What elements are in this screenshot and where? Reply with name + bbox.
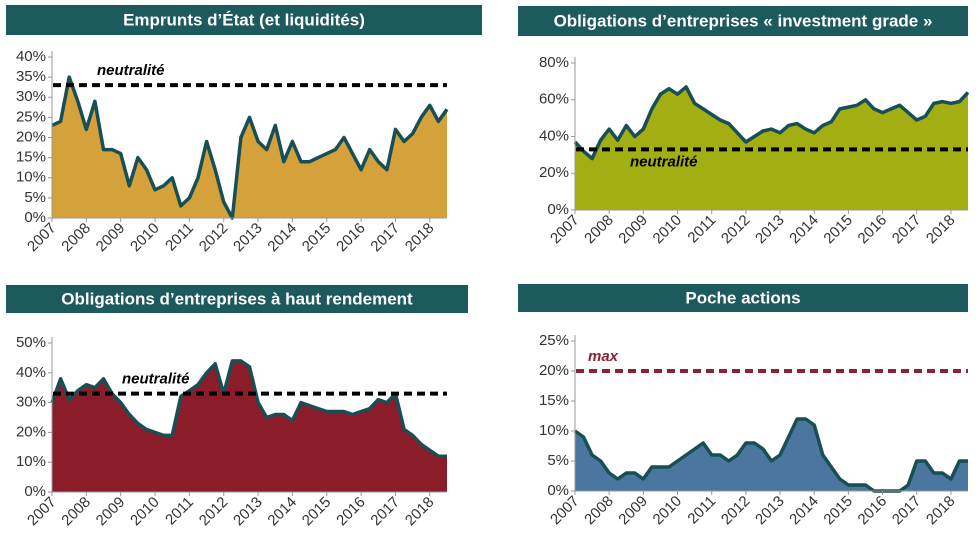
y-tick-label: 5%	[547, 452, 569, 469]
y-tick-label: 0%	[24, 209, 46, 226]
y-tick-label: 40%	[16, 48, 46, 65]
chart-title: Obligations d’entreprises « investment g…	[554, 11, 933, 30]
y-tick-label: 10%	[16, 453, 46, 470]
title-bar	[518, 6, 968, 36]
x-tick-label: 2010	[127, 494, 163, 530]
x-tick-label: 2011	[162, 494, 197, 529]
panel: Obligations d’entreprises à haut rendeme…	[6, 285, 468, 529]
y-tick-label: 0%	[547, 482, 569, 499]
area	[52, 77, 447, 218]
panel: Obligations d’entreprises « investment g…	[518, 6, 970, 248]
x-tick-label: 2017	[367, 220, 403, 256]
x-tick-label: 2018	[923, 493, 959, 529]
x-tick-label: 2013	[752, 493, 788, 529]
y-tick-label: 35%	[16, 68, 46, 85]
y-tick-label: 30%	[16, 394, 46, 411]
x-tick-label: 2008	[581, 493, 617, 529]
y-tick-label: 25%	[539, 332, 569, 349]
x-tick-label: 2016	[855, 212, 891, 248]
panel: Poche actions0%5%10%15%20%25%20072008200…	[518, 284, 968, 528]
x-tick-label: 2011	[684, 493, 719, 528]
y-tick-label: 80%	[539, 54, 569, 71]
x-tick-label: 2011	[684, 212, 719, 247]
x-tick-label: 2016	[855, 493, 891, 529]
reference-label: max	[588, 348, 619, 365]
x-tick-label: 2010	[127, 220, 163, 256]
chart-title: Poche actions	[685, 288, 800, 307]
y-tick-label: 20%	[16, 128, 46, 145]
x-tick-label: 2015	[820, 493, 856, 529]
y-tick-label: 50%	[16, 334, 46, 351]
x-tick-label: 2012	[196, 494, 232, 530]
reference-label: neutralité	[97, 62, 165, 79]
y-tick-label: 25%	[16, 108, 46, 125]
x-tick-label: 2009	[93, 494, 129, 530]
y-tick-label: 20%	[16, 423, 46, 440]
title-bar	[518, 284, 968, 312]
title-bar	[6, 5, 482, 35]
x-tick-label: 2012	[718, 212, 754, 248]
x-tick-label: 2014	[264, 220, 300, 256]
y-tick-label: 30%	[16, 88, 46, 105]
panel: Emprunts d’État (et liquidités) 0% 5% 10% 15…	[6, 5, 482, 255]
x-tick-label: 2009	[615, 212, 651, 248]
y-tick-label: 5%	[24, 189, 46, 206]
line	[573, 417, 968, 493]
x-tick-label: 2009	[93, 220, 129, 256]
y-tick-label: 10%	[16, 169, 46, 186]
y-tick-label: 40%	[16, 364, 46, 381]
chart-title: Emprunts d’État (et liquidités)	[123, 10, 365, 29]
x-tick-label: 2015	[820, 212, 856, 248]
x-tick-label: 2018	[402, 220, 438, 256]
chart-title: Obligations d’entreprises à haut rendeme…	[61, 289, 413, 308]
x-tick-label: 2013	[230, 494, 266, 530]
x-tick-label: 2012	[196, 220, 232, 256]
y-tick-label: 0%	[547, 201, 569, 218]
y-tick-label: 15%	[16, 149, 46, 166]
x-tick-label: 2013	[230, 220, 266, 256]
x-tick-label: 2010	[650, 212, 686, 248]
x-tick-label: 2013	[752, 212, 788, 248]
x-tick-label: 2016	[333, 220, 369, 256]
x-tick-label: 2008	[58, 220, 94, 256]
y-tick-label: 40%	[539, 127, 569, 144]
x-tick-label: 2008	[581, 212, 617, 248]
x-tick-label: 2008	[58, 494, 94, 530]
area	[575, 419, 968, 491]
x-tick-label: 2016	[333, 494, 369, 530]
y-tick-label: 0%	[24, 483, 46, 500]
y-tick-label: 20%	[539, 362, 569, 379]
line	[50, 359, 447, 458]
y-tick-label: 10%	[539, 422, 569, 439]
y-tick-label: 60%	[539, 91, 569, 108]
x-tick-label: 2014	[786, 493, 822, 529]
x-tick-label: 2010	[650, 493, 686, 529]
x-tick-label: 2018	[923, 212, 959, 248]
line	[573, 85, 970, 161]
x-tick-label: 2017	[367, 494, 403, 530]
y-tick-label: 15%	[539, 392, 569, 409]
reference-label: neutralité	[122, 371, 190, 388]
line	[51, 75, 449, 220]
x-tick-label: 2014	[786, 212, 822, 248]
x-tick-label: 2015	[299, 494, 335, 530]
x-tick-label: 2018	[402, 494, 438, 530]
area	[52, 360, 447, 492]
y-tick-label: 20%	[539, 164, 569, 181]
x-tick-label: 2017	[889, 493, 925, 529]
x-tick-label: 2015	[299, 220, 335, 256]
reference-label: neutralité	[630, 153, 698, 170]
title-bar	[6, 285, 468, 313]
x-tick-label: 2017	[889, 212, 925, 248]
x-tick-label: 2009	[615, 493, 651, 529]
x-tick-label: 2012	[718, 493, 754, 529]
x-tick-label: 2011	[162, 220, 197, 255]
x-tick-label: 2014	[264, 494, 300, 530]
